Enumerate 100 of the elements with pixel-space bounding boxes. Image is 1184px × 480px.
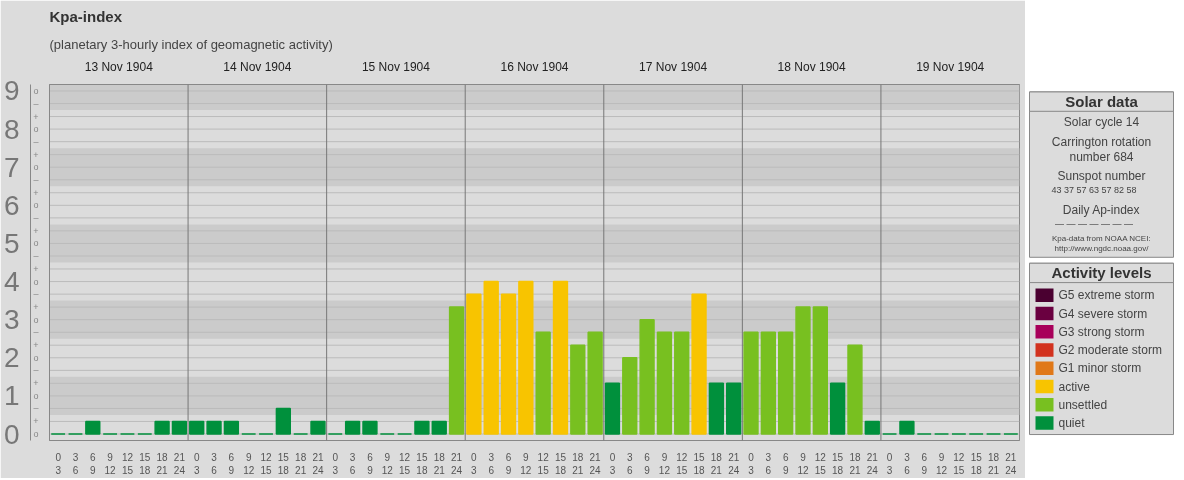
ref-line-label: – <box>33 365 39 376</box>
bar <box>483 280 499 435</box>
bar <box>899 420 915 435</box>
bar <box>85 420 101 435</box>
bar <box>812 306 828 435</box>
x-tick-label: 3 6 <box>904 451 911 476</box>
bar <box>847 344 863 435</box>
text: Solar data <box>1065 93 1139 111</box>
bar <box>206 420 222 435</box>
bar <box>691 293 707 435</box>
bar <box>466 293 482 435</box>
x-tick-label: 3 6 <box>349 451 356 476</box>
x-tick-label: 15 18 <box>970 451 983 476</box>
ref-line-label: – <box>33 403 39 414</box>
x-tick-label: 0 3 <box>886 451 893 476</box>
bar <box>552 280 569 435</box>
x-tick-label: 9 12 <box>104 451 117 476</box>
y-tick-label: 4 <box>3 266 20 298</box>
x-tick-label: 18 21 <box>987 451 1000 476</box>
ref-line-label: + <box>33 187 39 198</box>
x-tick-label: 21 24 <box>450 451 463 476</box>
x-tick-label: 6 9 <box>228 451 235 476</box>
ref-line-label: + <box>33 111 39 122</box>
legend-label: G1 minor storm <box>1058 361 1142 376</box>
ref-line-label: + <box>33 416 39 427</box>
bar <box>518 280 534 435</box>
x-tick-label: 15 18 <box>554 451 567 476</box>
x-tick-label: 15 18 <box>832 451 844 476</box>
x-tick-label: 18 21 <box>710 451 723 476</box>
text: 18 Nov 1904 <box>777 59 846 74</box>
ref-line-label: o <box>33 162 39 173</box>
text: 16 Nov 1904 <box>500 59 569 74</box>
x-tick-label: 21 24 <box>1005 451 1017 476</box>
text: — — — — — — — <box>1055 218 1134 229</box>
x-tick-label: 21 24 <box>728 451 740 476</box>
x-tick-label: 18 21 <box>295 451 307 476</box>
x-tick-label: 12 15 <box>953 451 965 476</box>
x-tick-label: 0 3 <box>332 451 339 476</box>
y-tick-label: 0 <box>3 418 20 450</box>
bar <box>448 306 465 435</box>
bar <box>743 331 759 435</box>
legend-label: G4 severe storm <box>1058 306 1148 321</box>
x-tick-label: 6 9 <box>782 451 789 476</box>
x-tick-label: 12 15 <box>121 451 134 476</box>
x-tick-label: 15 18 <box>693 451 706 476</box>
bar <box>362 420 378 435</box>
y-tick-label: 5 <box>3 227 20 259</box>
bar <box>154 420 170 435</box>
bar <box>777 331 794 435</box>
x-tick-label: 9 12 <box>797 451 809 476</box>
x-tick-label: 9 12 <box>935 451 948 476</box>
ref-line-label: o <box>33 429 39 440</box>
bar <box>500 293 517 435</box>
ref-line-label: – <box>33 136 39 147</box>
x-tick-label: 21 24 <box>866 451 879 476</box>
x-tick-label: 12 15 <box>260 451 273 476</box>
x-tick-label: 12 15 <box>537 451 550 476</box>
x-tick-label: 3 6 <box>626 451 633 476</box>
legend-label: G2 moderate storm <box>1058 343 1162 358</box>
x-tick-label: 3 6 <box>765 451 772 476</box>
y-tick-label: 1 <box>3 380 20 412</box>
x-tick-label: 6 9 <box>367 451 374 476</box>
x-tick-label: 18 21 <box>572 451 584 476</box>
ref-line-label: o <box>33 352 39 363</box>
ref-line-label: o <box>33 238 39 249</box>
x-tick-label: 3 6 <box>72 451 79 476</box>
bar <box>570 344 586 435</box>
ref-line-label: o <box>33 85 39 96</box>
bar <box>760 331 777 435</box>
legend-title: Activity levels <box>1051 264 1152 282</box>
legend-label: quiet <box>1058 416 1086 430</box>
bar <box>535 331 551 435</box>
bar <box>795 306 811 435</box>
bar <box>674 331 690 435</box>
x-tick-label: 6 9 <box>90 451 97 476</box>
text: Sunspot number <box>1057 169 1146 184</box>
ref-line-label: + <box>33 302 39 313</box>
ref-line-label: – <box>33 98 39 109</box>
text: 17 Nov 1904 <box>639 59 708 74</box>
legend-label: G5 extreme storm <box>1058 288 1155 303</box>
x-tick-label: 21 24 <box>312 451 324 476</box>
y-tick-label: 2 <box>3 342 20 374</box>
bar <box>414 420 430 435</box>
y-tick-label: 9 <box>3 75 20 107</box>
x-tick-label: 9 12 <box>243 451 255 476</box>
ref-line-label: + <box>33 263 39 274</box>
x-tick-label: 9 12 <box>658 451 671 476</box>
x-tick-label: 6 9 <box>921 451 928 476</box>
y-tick-label: 6 <box>3 189 20 221</box>
ref-line-label: – <box>33 212 39 223</box>
x-tick-label: 12 15 <box>676 451 688 476</box>
ref-line-label: + <box>33 149 39 160</box>
bar <box>344 420 361 435</box>
x-tick-label: 18 21 <box>849 451 861 476</box>
bar <box>864 420 880 435</box>
y-tick-label: 7 <box>3 151 20 183</box>
x-tick-label: 15 18 <box>416 451 428 476</box>
text: Carrington rotation number 684 <box>1051 134 1152 164</box>
x-tick-label: 18 21 <box>433 451 446 476</box>
y-tick-label: 3 <box>3 304 20 336</box>
